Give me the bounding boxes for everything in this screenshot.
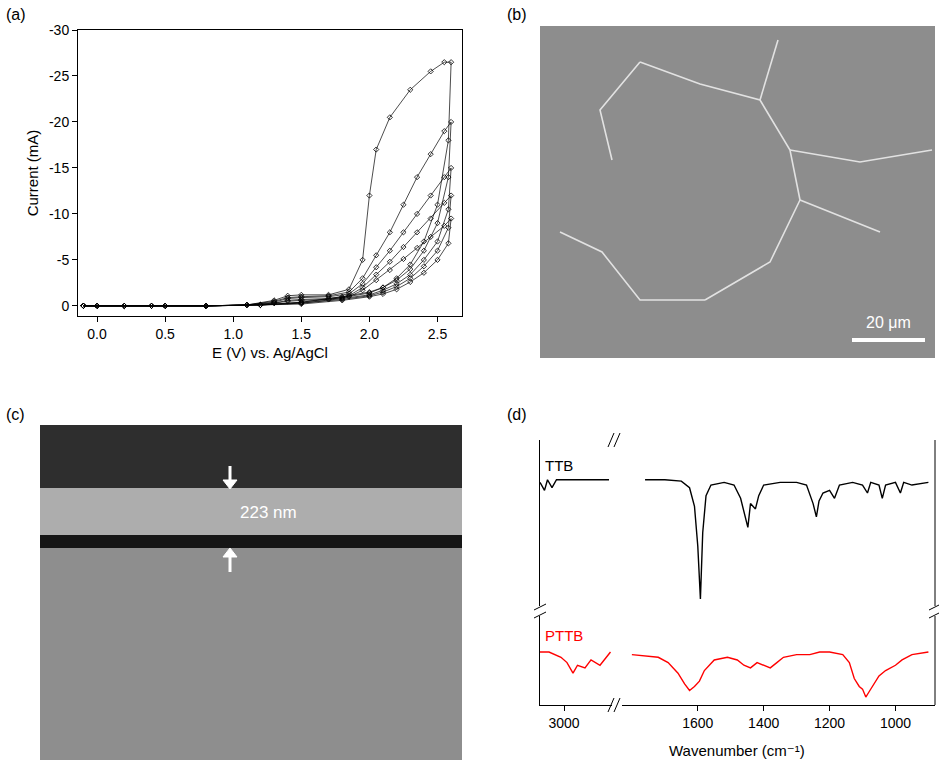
- svg-text:-5: -5: [57, 252, 70, 268]
- svg-text:(d): (d): [507, 406, 527, 423]
- svg-text:-25: -25: [49, 68, 69, 84]
- svg-text:(a): (a): [6, 6, 26, 23]
- svg-text:PTTB: PTTB: [545, 627, 583, 644]
- svg-text:TTB: TTB: [545, 457, 573, 474]
- svg-text:0.0: 0.0: [87, 326, 107, 342]
- svg-text:1600: 1600: [682, 715, 713, 731]
- svg-text:-30: -30: [49, 22, 69, 38]
- svg-text:0.5: 0.5: [155, 326, 175, 342]
- svg-text:223 nm: 223 nm: [240, 503, 297, 522]
- svg-text:2.0: 2.0: [360, 326, 380, 342]
- svg-text:0: 0: [61, 298, 69, 314]
- svg-text:1200: 1200: [814, 715, 845, 731]
- svg-text:-10: -10: [49, 206, 69, 222]
- svg-text:1000: 1000: [880, 715, 911, 731]
- svg-text:1400: 1400: [748, 715, 779, 731]
- svg-text:(b): (b): [507, 6, 527, 23]
- svg-text:E (V) vs. Ag/AgCl: E (V) vs. Ag/AgCl: [212, 344, 328, 361]
- svg-text:-15: -15: [49, 160, 69, 176]
- svg-text:Wavenumber (cm⁻¹): Wavenumber (cm⁻¹): [669, 742, 805, 759]
- svg-text:3000: 3000: [548, 715, 579, 731]
- svg-text:2.5: 2.5: [428, 326, 448, 342]
- svg-text:20 μm: 20 μm: [866, 314, 911, 331]
- svg-text:-20: -20: [49, 114, 69, 130]
- svg-text:(c): (c): [6, 406, 25, 423]
- svg-text:1.5: 1.5: [292, 326, 312, 342]
- svg-text:1.0: 1.0: [223, 326, 243, 342]
- svg-text:Current (mA): Current (mA): [24, 130, 41, 217]
